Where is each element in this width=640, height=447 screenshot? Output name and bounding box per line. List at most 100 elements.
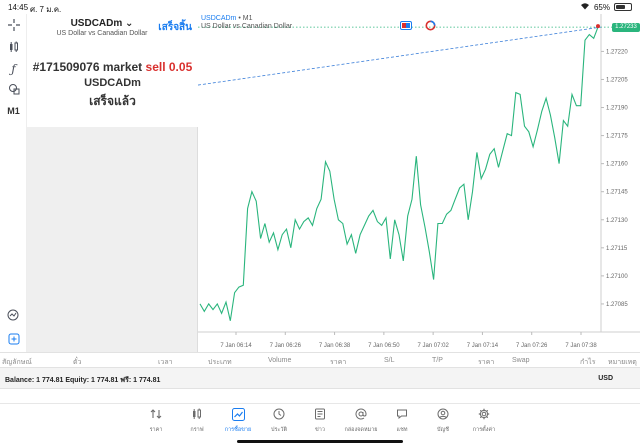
price-tick-label: 1.27085 <box>606 302 628 308</box>
indicators-icon[interactable] <box>4 38 23 56</box>
positions-column-header[interactable]: S/L <box>384 357 395 364</box>
positions-column-header[interactable]: เวลา <box>158 359 173 366</box>
status-right: 65% <box>580 2 632 12</box>
chart-description: US Dollar vs Canadian Dollar <box>201 23 293 30</box>
timeframe-button[interactable]: M1 <box>7 106 20 116</box>
time-tick-label: 7 Jan 06:26 <box>270 343 302 349</box>
symbol-name: USDCADm <box>70 18 123 29</box>
time-tick-label: 7 Jan 07:38 <box>565 343 597 349</box>
price-tick-label: 1.27130 <box>606 218 628 224</box>
time-tick-label: 7 Jan 07:26 <box>516 343 548 349</box>
crosshair-icon[interactable] <box>4 16 23 34</box>
done-button[interactable]: เสร็จสิ้น <box>158 22 192 33</box>
left-toolbar: ƒ M1 <box>0 14 27 352</box>
balance-text: Balance: 1 774.81 Equity: 1 774.81 ฟรี: … <box>5 377 161 384</box>
positions-column-header[interactable]: กำไร <box>580 359 596 366</box>
status-bar: 14:45 ศ. 7 ม.ค. 65% <box>0 0 640 14</box>
battery-icon <box>614 3 632 11</box>
current-price-tag: 1.27233 <box>612 22 640 32</box>
positions-column-header[interactable]: ตั๋ว <box>73 359 82 366</box>
wifi-icon <box>580 2 590 12</box>
time-tick-label: 7 Jan 07:02 <box>417 343 449 349</box>
chart-symbol: USDCADm • M1 <box>201 15 252 22</box>
tab-settings[interactable]: การตั้งค่า <box>464 408 504 434</box>
positions-column-header[interactable]: T/P <box>432 357 443 364</box>
price-tick-label: 1.27220 <box>606 49 628 55</box>
positions-column-header[interactable]: สัญลักษณ์ <box>2 359 32 366</box>
settings-icon <box>464 408 504 424</box>
account-icon <box>423 408 463 424</box>
chevron-down-icon: ⌄ <box>125 18 134 29</box>
tab-quotes[interactable]: ราคา <box>136 408 176 434</box>
last-price-marker <box>596 24 600 29</box>
positions-column-header[interactable]: ประเภท <box>208 359 232 366</box>
order-prefix: #171509076 market <box>32 60 143 74</box>
price-tick-label: 1.27160 <box>606 162 628 168</box>
tab-label: กล่องจดหมาย <box>344 427 378 433</box>
tab-news[interactable]: ข่าว <box>300 408 340 434</box>
home-indicator <box>237 440 403 443</box>
order-action: sell 0.05 <box>145 60 193 74</box>
tab-history[interactable]: ประวัติ <box>259 408 299 434</box>
objects-icon[interactable] <box>4 80 23 98</box>
order-summary: #171509076 market sell 0.05 <box>27 60 198 74</box>
tab-label: ประวัติ <box>270 427 288 433</box>
tab-trade[interactable]: การซื้อขาย <box>218 408 258 434</box>
price-chart[interactable]: 1.27220 1.27205 1.27190 1.27175 1.27160 1.271… <box>198 14 640 352</box>
tab-account[interactable]: บัญชี <box>423 408 463 434</box>
order-result-card: USDCADm ⌄ US Dollar vs Canadian Dollar เ… <box>27 14 198 127</box>
battery-percent: 65% <box>593 2 610 12</box>
positions-column-header[interactable]: Volume <box>268 357 292 364</box>
zoom-icon[interactable] <box>4 306 23 324</box>
bottom-tab-bar: ราคา กราฟ การซื้อขาย ประวัติ ข่าว กล่องจดหมาย… <box>0 403 640 447</box>
price-tick-label: 1.27115 <box>606 246 628 252</box>
symbol-selector[interactable]: USDCADm ⌄ <box>27 18 177 29</box>
positions-column-header[interactable]: ราคา <box>330 359 347 366</box>
time-tick-label: 7 Jan 06:50 <box>368 343 400 349</box>
battery-fill <box>616 5 626 9</box>
tab-label: การตั้งค่า <box>472 427 496 433</box>
chat-icon <box>382 408 422 424</box>
order-symbol: USDCADm <box>84 77 141 89</box>
chart-timeframe: • M1 <box>238 15 253 22</box>
time-tick-label: 7 Jan 07:14 <box>467 343 499 349</box>
time-tick-label: 7 Jan 06:14 <box>220 343 252 349</box>
tab-label: บัญชี <box>437 427 449 433</box>
news-icon <box>300 408 340 424</box>
chart-symbol-name: USDCADm <box>201 15 237 22</box>
tab-chat[interactable]: แชท <box>382 408 422 434</box>
order-reference-line <box>198 26 602 86</box>
status-time: 14:45 <box>8 3 29 12</box>
tab-label: การซื้อขาย <box>224 427 252 433</box>
price-line-series <box>199 26 599 321</box>
positions-column-header[interactable]: หมายเหตุ <box>608 359 637 366</box>
history-icon <box>259 408 299 424</box>
symbol-description: US Dollar vs Canadian Dollar <box>56 30 148 37</box>
price-tick-label: 1.27190 <box>606 106 628 112</box>
price-tick-label: 1.27145 <box>606 190 628 196</box>
tab-mailbox[interactable]: กล่องจดหมาย <box>341 408 381 434</box>
tab-chart-candles[interactable]: กราฟ <box>177 408 217 434</box>
order-status: เสร็จแล้ว <box>89 94 136 108</box>
price-tick-label: 1.27175 <box>606 134 628 140</box>
quotes-icon <box>136 408 176 424</box>
positions-header: สัญลักษณ์ ตั๋ว เวลา ประเภท Volume ราคา S/L T/P ร… <box>0 352 640 367</box>
tab-label: ข่าว <box>315 427 325 433</box>
price-tick-label: 1.27205 <box>606 77 628 83</box>
new-order-icon[interactable] <box>4 330 23 348</box>
tab-label: แชท <box>396 427 408 433</box>
time-tick-label: 7 Jan 06:38 <box>319 343 351 349</box>
status-date: ศ. 7 ม.ค. <box>30 5 62 14</box>
mailbox-icon <box>341 408 381 424</box>
order-panel: USDCADm ⌄ US Dollar vs Canadian Dollar เ… <box>27 14 198 352</box>
positions-column-header[interactable]: ราคา <box>478 359 495 366</box>
function-icon[interactable]: ƒ <box>11 62 16 76</box>
account-currency: USD <box>598 375 613 382</box>
trade-icon <box>218 408 258 424</box>
chart-canvas[interactable]: 1.27220 1.27205 1.27190 1.27175 1.27160 1.271… <box>198 14 640 352</box>
positions-column-header[interactable]: Swap <box>512 357 530 364</box>
tab-label: ราคา <box>149 427 163 433</box>
balance-bar: Balance: 1 774.81 Equity: 1 774.81 ฟรี: … <box>0 367 640 389</box>
price-tick-label: 1.27100 <box>606 274 628 280</box>
tab-label: กราฟ <box>190 427 204 433</box>
